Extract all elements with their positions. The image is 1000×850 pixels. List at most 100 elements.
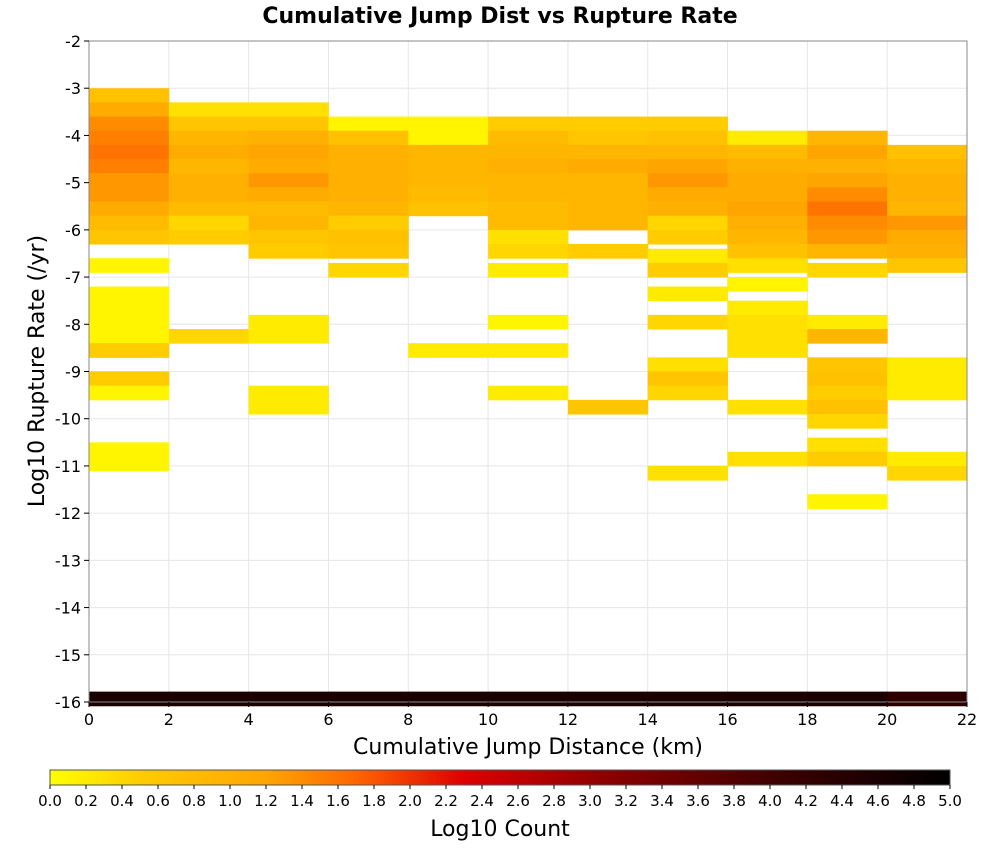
heatmap-cell [727, 451, 808, 467]
heatmap-cell [567, 116, 649, 132]
heatmap-cell [647, 371, 729, 387]
x-tick-label: 20 [877, 710, 897, 729]
colorbar-tick-label: 0.8 [182, 792, 206, 810]
heatmap-cell [488, 130, 569, 146]
heatmap-cell [168, 691, 250, 707]
heatmap-cell [89, 456, 170, 472]
y-tick-label: -6 [65, 221, 81, 240]
heatmap-cell [248, 385, 329, 401]
heatmap-cell [887, 159, 968, 174]
heatmap-cell [408, 691, 489, 707]
y-axis-label: Log10 Rupture Rate (/yr) [25, 235, 50, 507]
heatmap-cell [807, 215, 888, 231]
heatmap-cell [807, 399, 888, 415]
heatmap-cell [168, 187, 250, 203]
heatmap-cell [89, 116, 170, 132]
colorbar-ticks: 0.0 0.2 0.4 0.6 0.8 1.0 1.2 1.4 1.6 1.8 2.0 2.2 2.4 2… [38, 785, 962, 810]
heatmap-cell [328, 187, 409, 203]
colorbar-tick-label: 3.2 [614, 792, 638, 810]
y-tick-label: -9 [65, 363, 81, 382]
heatmap-cell [727, 215, 808, 231]
heatmap-cell [248, 201, 329, 217]
heatmap-cell [89, 329, 170, 344]
heatmap-cell [727, 229, 808, 245]
heatmap-cell [89, 130, 170, 146]
heatmap-cell [647, 173, 729, 188]
colorbar-tick-label: 5.0 [938, 792, 962, 810]
heatmap-cell [887, 229, 968, 245]
heatmap-cell [488, 116, 569, 132]
heatmap-cell [408, 116, 489, 132]
heatmap-cell [248, 691, 329, 707]
heatmap-cell [328, 116, 409, 132]
heatmap-cell [408, 144, 489, 160]
heatmap-cell [567, 159, 649, 174]
heatmap-cell [408, 201, 489, 217]
heatmap-cell [887, 385, 968, 401]
heatmap-cell [727, 399, 808, 415]
x-tick-label: 12 [558, 710, 578, 729]
heatmap-cell [887, 144, 968, 160]
heatmap-cell [248, 329, 329, 344]
colorbar-tick-label: 2.6 [506, 792, 530, 810]
heatmap-cell [89, 88, 170, 103]
heatmap-cell [168, 144, 250, 160]
colorbar-tick-label: 3.4 [650, 792, 674, 810]
heatmap-cell [647, 262, 729, 278]
heatmap-cell [887, 357, 968, 372]
x-axis-label: Cumulative Jump Distance (km) [353, 735, 703, 760]
y-tick-label: -4 [65, 126, 81, 145]
heatmap-cell [488, 159, 569, 174]
heatmap-cell [408, 343, 489, 358]
heatmap-cell [488, 187, 569, 203]
y-tick-label: -12 [55, 504, 81, 523]
heatmap-cell [328, 262, 409, 278]
heatmap-cell [488, 244, 569, 259]
heatmap-cell [807, 262, 888, 278]
heatmap-cell [727, 201, 808, 217]
heatmap-cell [807, 130, 888, 146]
heatmap-cell [168, 201, 250, 217]
heatmap-cell [727, 144, 808, 160]
heatmap-cells [89, 88, 968, 707]
heatmap-cell [727, 314, 808, 330]
heatmap-cell [807, 329, 888, 344]
heatmap-cell [89, 691, 170, 707]
heatmap-cell [887, 371, 968, 387]
heatmap-cell [567, 201, 649, 217]
heatmap-cell [328, 130, 409, 146]
colorbar-tick-label: 2.2 [434, 792, 458, 810]
heatmap-cell [168, 329, 250, 344]
heatmap-cell [408, 187, 489, 203]
heatmap-cell [727, 130, 808, 146]
heatmap-cell [647, 357, 729, 372]
heatmap-cell [89, 442, 170, 457]
heatmap-cell [887, 187, 968, 203]
heatmap-cell [807, 229, 888, 245]
colorbar-tick-label: 4.8 [902, 792, 926, 810]
colorbar-tick-label: 0.4 [110, 792, 134, 810]
heatmap-cell [89, 229, 170, 245]
heatmap-cell [807, 413, 888, 429]
heatmap-cell [807, 357, 888, 372]
heatmap-cell [727, 244, 808, 259]
heatmap-cell [727, 159, 808, 174]
heatmap-cell [89, 343, 170, 358]
heatmap-cell [408, 173, 489, 188]
heatmap-cell [887, 201, 968, 217]
heatmap-cell [89, 371, 170, 387]
heatmap-cell [488, 691, 569, 707]
heatmap-cell [248, 215, 329, 231]
heatmap-cell [887, 258, 968, 273]
x-tick-label: 22 [957, 710, 977, 729]
colorbar-tick-label: 4.2 [794, 792, 818, 810]
heatmap-cell [807, 371, 888, 387]
y-tick-label: -10 [55, 410, 81, 429]
heatmap-cell [727, 173, 808, 188]
heatmap-cell [807, 201, 888, 217]
heatmap-cell [168, 116, 250, 132]
heatmap-cell [488, 343, 569, 358]
heatmap-cell [89, 102, 170, 118]
heatmap-cell [248, 229, 329, 245]
